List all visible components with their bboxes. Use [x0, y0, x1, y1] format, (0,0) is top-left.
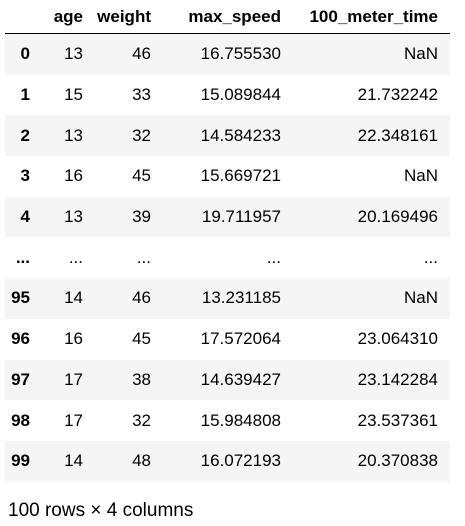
cell-weight: 48 [132, 451, 151, 471]
row-index: 1 [20, 85, 30, 105]
cell-100-meter-time: 21.732242 [357, 85, 438, 105]
dataframe-shape-summary: 100 rows × 4 columns [8, 500, 194, 521]
cell-weight: 39 [132, 207, 151, 227]
column-header-age: age [42, 0, 95, 34]
cell-weight: 38 [132, 369, 151, 389]
table-row: 99 14 48 16.072193 20.370838 [5, 440, 450, 482]
table-row: 95 14 46 13.231185 NaN [5, 278, 450, 319]
dataframe-table: age weight max_speed 100_meter_time 0 13… [5, 0, 450, 482]
cell-max-speed: 13.231185 [201, 288, 281, 308]
cell-weight: 46 [132, 44, 151, 64]
cell-weight: 32 [132, 125, 151, 145]
index-header [5, 0, 42, 34]
column-header-100-meter-time: 100_meter_time [293, 0, 450, 34]
table-row: 2 13 32 14.584233 22.348161 [5, 115, 450, 157]
cell-weight: 46 [132, 288, 151, 308]
cell-age: 13 [64, 207, 83, 227]
cell-100-meter-time: ... [423, 247, 438, 267]
table-row: 98 17 32 15.984808 23.537361 [5, 400, 450, 441]
column-header-max-speed: max_speed [163, 0, 293, 34]
table-row: 4 13 39 19.711957 20.169496 [5, 196, 450, 238]
cell-age: 13 [64, 125, 83, 145]
table-body: 0 13 46 16.755530 NaN 1 15 33 15.089844 … [5, 33, 450, 482]
row-index: ... [15, 247, 30, 267]
cell-age: ... [68, 247, 83, 267]
cell-age: 16 [64, 166, 83, 186]
cell-age: 17 [64, 369, 83, 389]
dataframe-output: age weight max_speed 100_meter_time 0 13… [5, 0, 450, 482]
table-row: 3 16 45 15.669721 NaN [5, 156, 450, 197]
table-row: 97 17 38 14.639427 23.142284 [5, 359, 450, 401]
cell-100-meter-time: NaN [403, 44, 438, 64]
cell-100-meter-time: 23.064310 [357, 329, 438, 349]
cell-100-meter-time: 23.142284 [357, 369, 438, 389]
cell-weight: 45 [132, 166, 151, 186]
cell-max-speed: 19.711957 [201, 207, 281, 227]
row-index: 98 [11, 410, 30, 430]
cell-max-speed: ... [266, 247, 281, 267]
table-header: age weight max_speed 100_meter_time [5, 0, 450, 34]
cell-max-speed: 17.572064 [200, 329, 281, 349]
cell-age: 14 [64, 451, 83, 471]
cell-max-speed: 16.755530 [200, 44, 281, 64]
ellipsis-row: ... ... ... ... ... [5, 237, 450, 279]
cell-weight: 33 [132, 85, 151, 105]
cell-100-meter-time: 22.348161 [357, 125, 438, 145]
cell-100-meter-time: 23.537361 [357, 410, 438, 430]
cell-age: 14 [64, 288, 83, 308]
table-row: 96 16 45 17.572064 23.064310 [5, 318, 450, 360]
cell-100-meter-time: 20.370838 [357, 451, 438, 471]
row-index: 99 [11, 451, 30, 471]
row-index: 4 [20, 207, 30, 227]
cell-max-speed: 15.669721 [200, 166, 281, 186]
cell-age: 16 [64, 329, 83, 349]
row-index: 0 [20, 44, 30, 64]
cell-max-speed: 15.089844 [200, 85, 281, 105]
cell-max-speed: 16.072193 [200, 451, 281, 471]
cell-100-meter-time: NaN [403, 166, 438, 186]
cell-100-meter-time: NaN [403, 288, 438, 308]
cell-max-speed: 14.639427 [200, 369, 281, 389]
table-row: 1 15 33 15.089844 21.732242 [5, 74, 450, 116]
cell-100-meter-time: 20.169496 [357, 207, 438, 227]
cell-weight: 32 [132, 410, 151, 430]
cell-weight: ... [136, 247, 151, 267]
column-header-weight: weight [95, 0, 163, 34]
row-index: 96 [11, 329, 30, 349]
header-row: age weight max_speed 100_meter_time [5, 0, 450, 34]
table-row: 0 13 46 16.755530 NaN [5, 33, 450, 75]
cell-age: 13 [64, 44, 83, 64]
cell-age: 15 [64, 85, 83, 105]
cell-max-speed: 14.584233 [200, 125, 281, 145]
cell-age: 17 [64, 410, 83, 430]
cell-max-speed: 15.984808 [200, 410, 281, 430]
row-index: 3 [20, 166, 30, 186]
cell-weight: 45 [132, 329, 151, 349]
row-index: 97 [11, 369, 30, 389]
row-index: 2 [20, 125, 30, 145]
row-index: 95 [11, 288, 30, 308]
